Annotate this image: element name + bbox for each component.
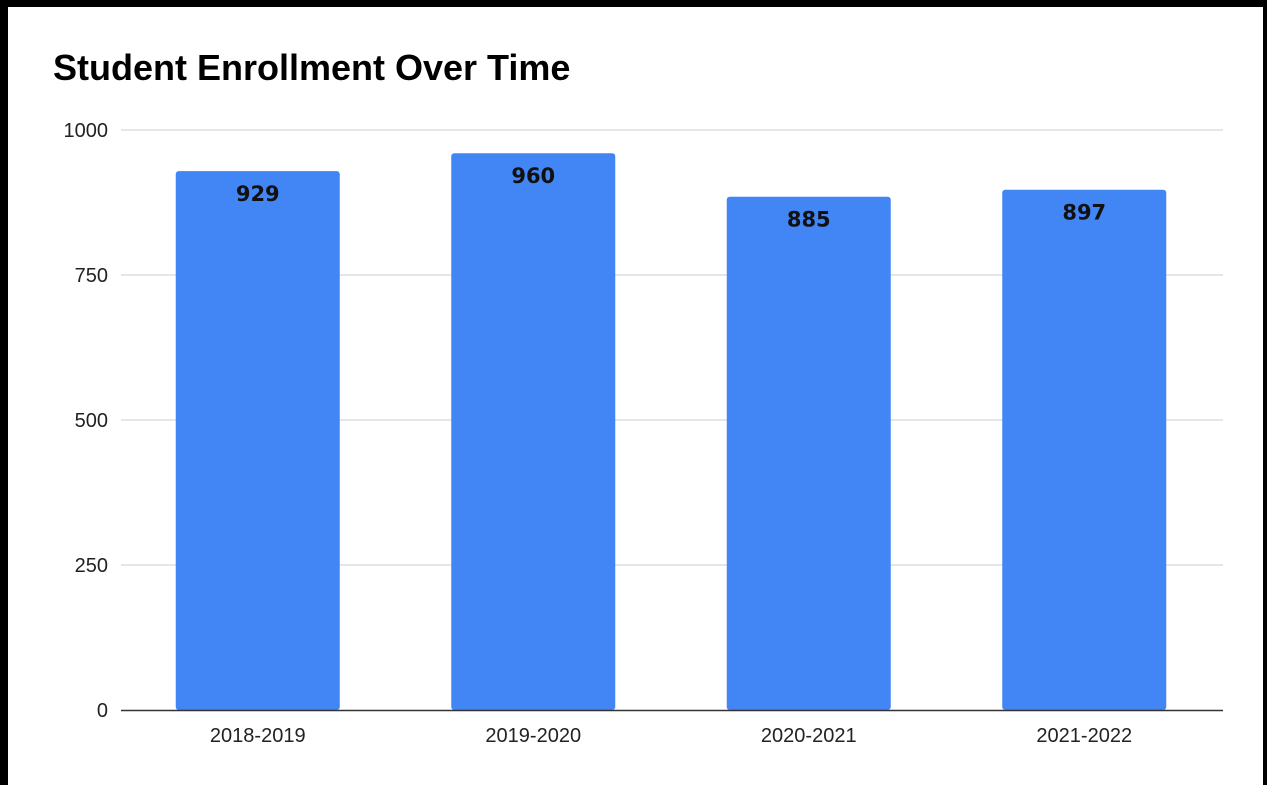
bar: [451, 153, 616, 710]
x-tick-label: 2021-2022: [1036, 725, 1132, 747]
x-tick-label: 2019-2020: [485, 725, 581, 747]
bar-chart: 0 250 500 750 1000 2018-2019 2019-2020 2020-20…: [64, 120, 1223, 747]
y-tick-label: 750: [75, 265, 108, 287]
y-tick-label: 1000: [64, 120, 109, 142]
y-tick-label: 500: [75, 410, 108, 432]
x-tick-label: 2020-2021: [761, 725, 857, 747]
data-label: 929: [236, 182, 280, 206]
chart-frame: Student Enrollment Over Time 0 250 500 750 1…: [8, 7, 1263, 785]
y-tick-label: 0: [97, 700, 108, 722]
data-label: 897: [1062, 201, 1106, 225]
x-tick-label: 2018-2019: [210, 725, 306, 747]
y-tick-label: 250: [75, 555, 108, 577]
bar: [726, 196, 891, 710]
data-labels: 929 960 885 897: [236, 164, 1106, 232]
bars: [175, 153, 1167, 711]
data-label: 885: [787, 208, 831, 232]
y-axis-ticks: 0 250 500 750 1000: [64, 120, 109, 722]
bar: [1002, 189, 1167, 711]
data-label: 960: [511, 164, 555, 188]
chart-title: Student Enrollment Over Time: [53, 47, 571, 88]
bar: [175, 171, 340, 710]
x-axis-labels: 2018-2019 2019-2020 2020-2021 2021-2022: [210, 725, 1132, 747]
